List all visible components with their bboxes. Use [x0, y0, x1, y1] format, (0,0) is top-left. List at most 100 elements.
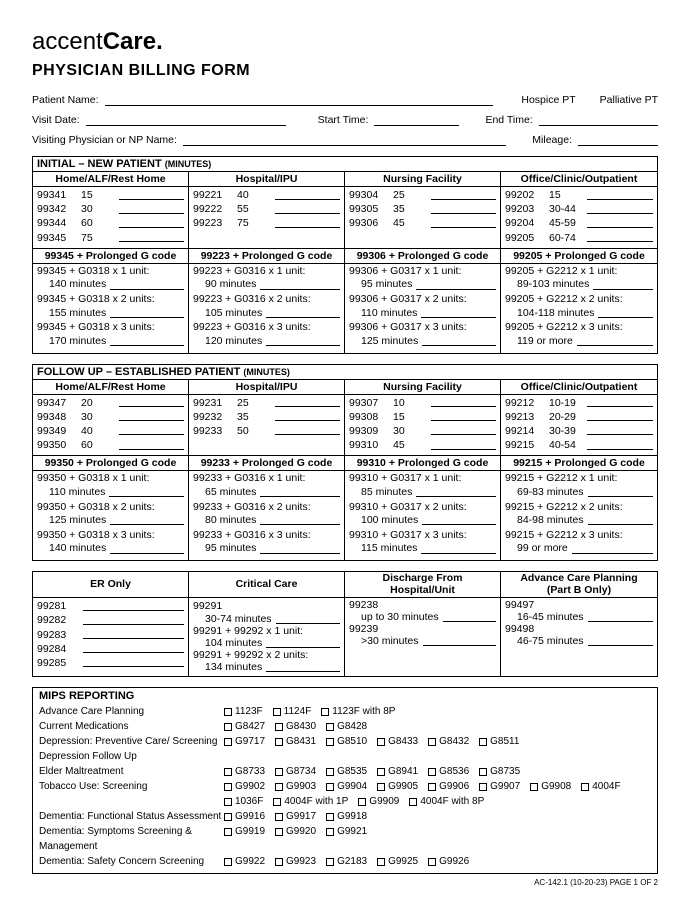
checkbox-G9920[interactable]: G9920 — [275, 824, 316, 839]
input-line[interactable] — [572, 545, 653, 554]
checkbox-G9919[interactable]: G9919 — [224, 824, 265, 839]
checkbox-G9908[interactable]: G9908 — [530, 779, 571, 794]
checkbox-1036F[interactable]: 1036F — [224, 794, 263, 809]
checkbox-G8511[interactable]: G8511 — [479, 734, 519, 749]
input-line[interactable] — [421, 309, 496, 318]
checkbox-G8430[interactable]: G8430 — [275, 719, 316, 734]
checkbox-G9904[interactable]: G9904 — [326, 779, 367, 794]
checkbox-1123F[interactable]: 1123F — [224, 704, 263, 719]
checkbox-1123F-with-8P[interactable]: 1123F with 8P — [321, 704, 395, 719]
input-line[interactable] — [275, 191, 340, 200]
checkbox-G9925[interactable]: G9925 — [377, 854, 418, 869]
input-line[interactable] — [83, 658, 184, 667]
checkbox-4004F-with-1P[interactable]: 4004F with 1P — [273, 794, 348, 809]
input-line[interactable] — [588, 488, 653, 497]
input-line[interactable] — [588, 637, 653, 646]
checkbox-G8428[interactable]: G8428 — [326, 719, 367, 734]
input-line[interactable] — [577, 337, 653, 346]
checkbox-G9917[interactable]: G9917 — [275, 809, 316, 824]
input-line[interactable] — [431, 205, 496, 214]
checkbox-G8433[interactable]: G8433 — [377, 734, 418, 749]
input-line[interactable] — [83, 602, 184, 611]
input-line[interactable] — [119, 398, 184, 407]
checkbox-1124F[interactable]: 1124F — [273, 704, 312, 719]
input-line[interactable] — [119, 426, 184, 435]
input-line[interactable] — [587, 412, 653, 421]
input-line[interactable] — [260, 488, 340, 497]
input-line[interactable] — [593, 281, 653, 290]
input-line[interactable] — [275, 205, 340, 214]
input-line[interactable] — [266, 309, 340, 318]
input-line[interactable] — [431, 219, 496, 228]
input-line[interactable] — [276, 615, 340, 624]
input-line[interactable] — [422, 516, 496, 525]
input-line[interactable] — [110, 516, 184, 525]
checkbox-4004F[interactable]: 4004F — [581, 779, 620, 794]
input-line[interactable] — [83, 630, 184, 639]
input-phys[interactable] — [183, 134, 506, 146]
input-line[interactable] — [109, 488, 184, 497]
checkbox-G8734[interactable]: G8734 — [275, 764, 316, 779]
checkbox-G8536[interactable]: G8536 — [428, 764, 469, 779]
input-line[interactable] — [110, 337, 184, 346]
input-line[interactable] — [260, 516, 340, 525]
input-line[interactable] — [275, 412, 340, 421]
input-line[interactable] — [587, 205, 653, 214]
checkbox-G9905[interactable]: G9905 — [377, 779, 418, 794]
input-line[interactable] — [119, 191, 184, 200]
checkbox-G2183[interactable]: G2183 — [326, 854, 367, 869]
checkbox-G8427[interactable]: G8427 — [224, 719, 265, 734]
input-line[interactable] — [266, 639, 340, 648]
input-line[interactable] — [587, 398, 653, 407]
checkbox-G9916[interactable]: G9916 — [224, 809, 265, 824]
input-line[interactable] — [110, 281, 184, 290]
checkbox-G8432[interactable]: G8432 — [428, 734, 469, 749]
input-line[interactable] — [431, 412, 496, 421]
input-mileage[interactable] — [578, 134, 658, 146]
input-line[interactable] — [119, 219, 184, 228]
input-line[interactable] — [83, 616, 184, 625]
input-line[interactable] — [431, 191, 496, 200]
checkbox-G8510[interactable]: G8510 — [326, 734, 367, 749]
checkbox-G8431[interactable]: G8431 — [275, 734, 316, 749]
input-line[interactable] — [266, 663, 340, 672]
checkbox-G9909[interactable]: G9909 — [358, 794, 399, 809]
checkbox-G9926[interactable]: G9926 — [428, 854, 469, 869]
input-line[interactable] — [119, 233, 184, 242]
input-line[interactable] — [587, 233, 653, 242]
input-visit[interactable] — [86, 114, 286, 126]
input-line[interactable] — [431, 426, 496, 435]
input-line[interactable] — [275, 219, 340, 228]
input-line[interactable] — [266, 337, 340, 346]
input-start[interactable] — [374, 114, 459, 126]
checkbox-G9907[interactable]: G9907 — [479, 779, 520, 794]
input-line[interactable] — [422, 337, 496, 346]
input-line[interactable] — [431, 441, 496, 450]
input-line[interactable] — [421, 545, 496, 554]
checkbox-G9922[interactable]: G9922 — [224, 854, 265, 869]
input-line[interactable] — [119, 205, 184, 214]
input-line[interactable] — [598, 309, 653, 318]
input-line[interactable] — [275, 426, 340, 435]
input-patient[interactable] — [105, 94, 494, 106]
checkbox-4004F-with-8P[interactable]: 4004F with 8P — [409, 794, 484, 809]
input-end[interactable] — [539, 114, 658, 126]
input-line[interactable] — [587, 191, 653, 200]
input-line[interactable] — [416, 488, 496, 497]
checkbox-G9903[interactable]: G9903 — [275, 779, 316, 794]
input-line[interactable] — [431, 398, 496, 407]
input-line[interactable] — [275, 398, 340, 407]
checkbox-G9902[interactable]: G9902 — [224, 779, 265, 794]
input-line[interactable] — [588, 516, 653, 525]
checkbox-G9918[interactable]: G9918 — [326, 809, 367, 824]
checkbox-G8733[interactable]: G8733 — [224, 764, 265, 779]
input-line[interactable] — [260, 281, 340, 290]
input-line[interactable] — [443, 613, 496, 622]
input-line[interactable] — [110, 545, 184, 554]
input-line[interactable] — [416, 281, 496, 290]
input-line[interactable] — [119, 412, 184, 421]
input-line[interactable] — [587, 441, 653, 450]
input-line[interactable] — [587, 426, 653, 435]
checkbox-G9921[interactable]: G9921 — [326, 824, 367, 839]
input-line[interactable] — [260, 545, 340, 554]
